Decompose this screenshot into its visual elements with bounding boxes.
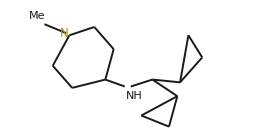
Text: NH: NH <box>126 91 142 101</box>
Text: N: N <box>60 27 69 40</box>
Text: Me: Me <box>29 12 46 22</box>
